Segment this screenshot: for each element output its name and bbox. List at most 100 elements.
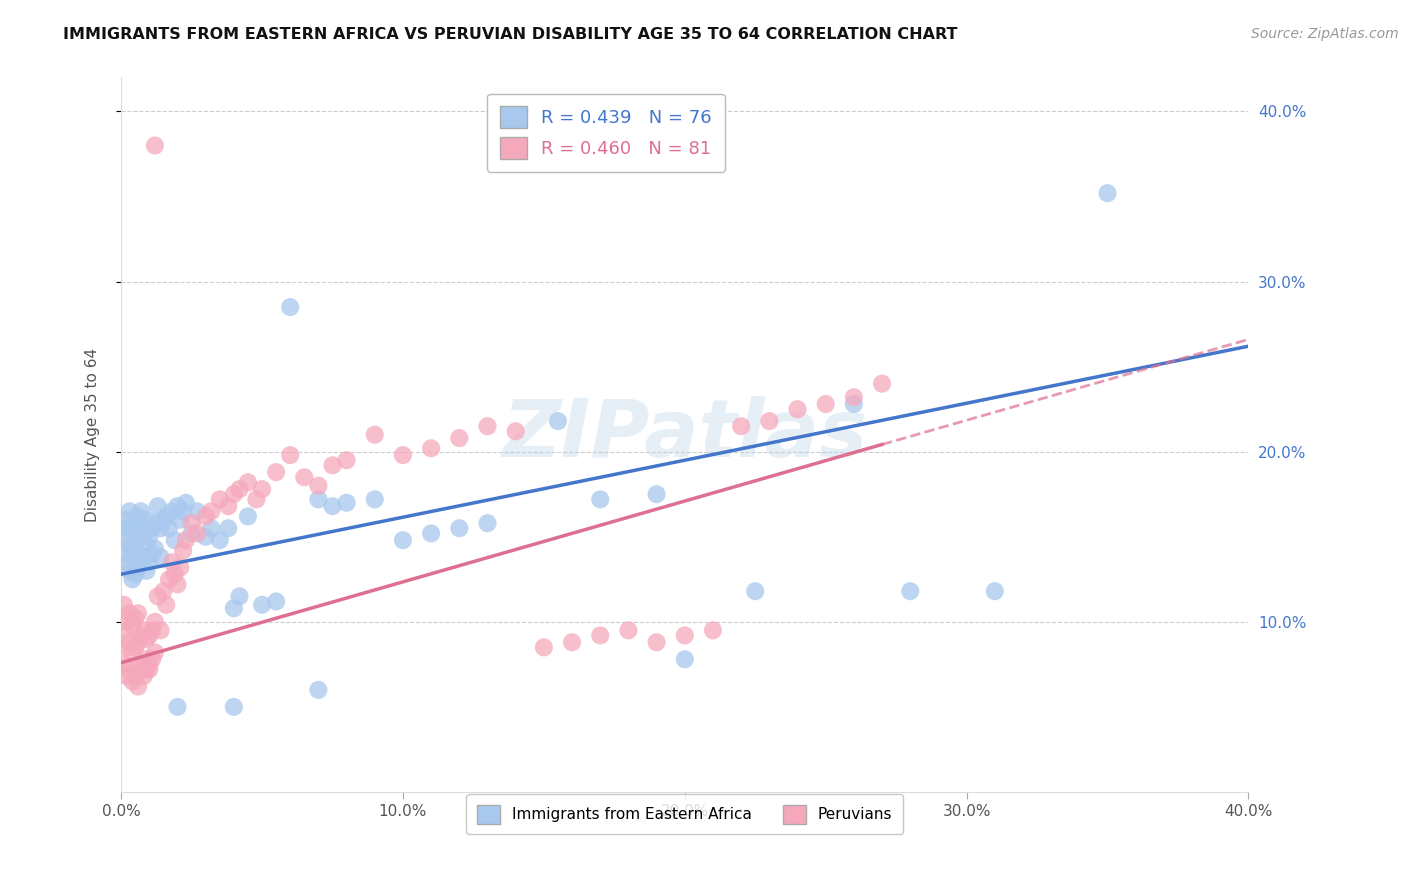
- Point: [163, 567, 186, 582]
- Point: [118, 564, 141, 578]
- Point: [132, 652, 155, 666]
- Point: [132, 624, 155, 638]
- Point: [250, 598, 273, 612]
- Point: [236, 475, 259, 490]
- Point: [129, 657, 152, 672]
- Legend: Immigrants from Eastern Africa, Peruvians: Immigrants from Eastern Africa, Peruvian…: [467, 794, 903, 834]
- Point: [115, 533, 138, 548]
- Point: [121, 618, 143, 632]
- Point: [124, 567, 146, 582]
- Point: [264, 465, 287, 479]
- Point: [129, 628, 152, 642]
- Point: [146, 499, 169, 513]
- Point: [141, 624, 163, 638]
- Point: [124, 516, 146, 531]
- Point: [124, 611, 146, 625]
- Point: [129, 530, 152, 544]
- Point: [984, 584, 1007, 599]
- Point: [155, 509, 177, 524]
- Point: [222, 601, 245, 615]
- Point: [166, 499, 188, 513]
- Point: [222, 487, 245, 501]
- Point: [336, 496, 359, 510]
- Point: [278, 300, 301, 314]
- Point: [135, 663, 157, 677]
- Point: [786, 402, 808, 417]
- Point: [208, 492, 231, 507]
- Point: [115, 555, 138, 569]
- Point: [118, 607, 141, 621]
- Point: [127, 607, 149, 621]
- Point: [143, 138, 166, 153]
- Point: [121, 674, 143, 689]
- Point: [245, 492, 267, 507]
- Point: [1097, 186, 1119, 201]
- Point: [143, 615, 166, 629]
- Point: [121, 547, 143, 561]
- Point: [124, 640, 146, 655]
- Point: [730, 419, 752, 434]
- Point: [744, 584, 766, 599]
- Point: [589, 492, 612, 507]
- Point: [194, 530, 217, 544]
- Point: [842, 397, 865, 411]
- Point: [124, 541, 146, 556]
- Point: [118, 663, 141, 677]
- Point: [186, 504, 208, 518]
- Point: [364, 427, 387, 442]
- Point: [505, 425, 527, 439]
- Point: [477, 516, 499, 531]
- Point: [138, 555, 160, 569]
- Point: [307, 492, 329, 507]
- Point: [533, 640, 555, 655]
- Point: [166, 577, 188, 591]
- Point: [112, 521, 135, 535]
- Point: [127, 533, 149, 548]
- Point: [112, 547, 135, 561]
- Point: [118, 538, 141, 552]
- Point: [172, 504, 194, 518]
- Point: [870, 376, 893, 391]
- Point: [645, 635, 668, 649]
- Point: [149, 550, 172, 565]
- Point: [115, 669, 138, 683]
- Point: [392, 448, 415, 462]
- Point: [250, 482, 273, 496]
- Point: [141, 521, 163, 535]
- Point: [217, 521, 239, 535]
- Point: [152, 513, 174, 527]
- Point: [392, 533, 415, 548]
- Point: [143, 516, 166, 531]
- Point: [547, 414, 569, 428]
- Point: [124, 669, 146, 683]
- Point: [135, 564, 157, 578]
- Point: [127, 635, 149, 649]
- Point: [180, 526, 202, 541]
- Point: [236, 509, 259, 524]
- Point: [135, 538, 157, 552]
- Point: [166, 699, 188, 714]
- Point: [132, 524, 155, 539]
- Point: [121, 572, 143, 586]
- Point: [336, 453, 359, 467]
- Point: [143, 645, 166, 659]
- Text: IMMIGRANTS FROM EASTERN AFRICA VS PERUVIAN DISABILITY AGE 35 TO 64 CORRELATION C: IMMIGRANTS FROM EASTERN AFRICA VS PERUVI…: [63, 27, 957, 42]
- Point: [169, 513, 191, 527]
- Point: [307, 682, 329, 697]
- Point: [121, 521, 143, 535]
- Point: [138, 530, 160, 544]
- Point: [174, 496, 197, 510]
- Point: [321, 499, 343, 513]
- Point: [127, 680, 149, 694]
- Point: [149, 521, 172, 535]
- Text: Source: ZipAtlas.com: Source: ZipAtlas.com: [1251, 27, 1399, 41]
- Point: [129, 504, 152, 518]
- Point: [135, 513, 157, 527]
- Point: [141, 652, 163, 666]
- Point: [118, 635, 141, 649]
- Point: [589, 628, 612, 642]
- Point: [157, 521, 180, 535]
- Point: [842, 390, 865, 404]
- Point: [228, 590, 250, 604]
- Point: [449, 521, 471, 535]
